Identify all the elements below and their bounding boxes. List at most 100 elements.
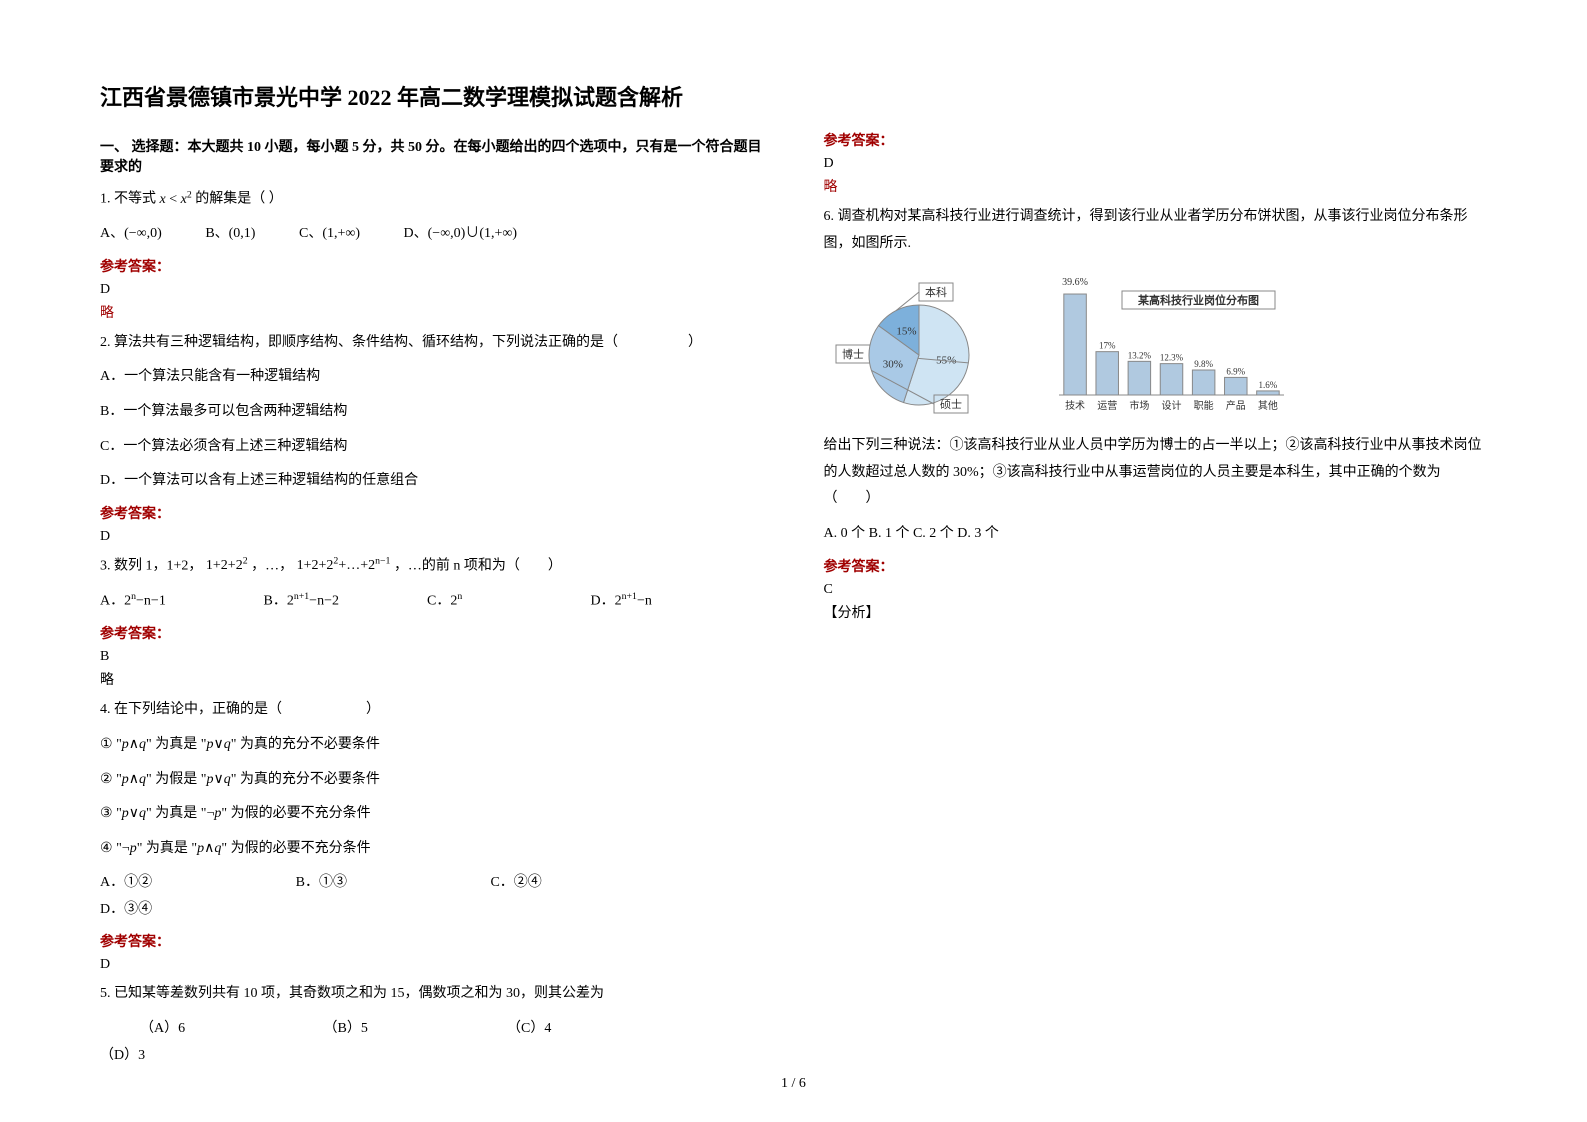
q4-ans-label: 参考答案： xyxy=(100,931,764,951)
q4-s3: ③ "p∨q" 为真是 "¬p" 为假的必要不充分条件 xyxy=(100,801,764,828)
q6-charts: 55%博士30%硕士15%本科 某高科技行业岗位分布图39.6%技术17%运营1… xyxy=(824,265,1488,425)
q4-opt-b: B．①③ xyxy=(296,870,347,897)
q6-ans-label: 参考答案： xyxy=(824,556,1488,576)
svg-text:12.3%: 12.3% xyxy=(1159,353,1183,363)
q3-mid2: ，…的前 n 项和为（ ） xyxy=(394,558,562,573)
question-1: 1. 不等式 x < x2 的解集是（ ） xyxy=(100,186,764,213)
q3-opt-a: A．2n−n−1 xyxy=(100,588,260,615)
q1-formula: x < x2 xyxy=(160,192,192,207)
page-title: 江西省景德镇市景光中学 2022 年高二数学理模拟试题含解析 xyxy=(100,80,1487,112)
q4-s1-f2: "p∨q" xyxy=(201,737,237,752)
question-5: 5. 已知某等差数列共有 10 项，其奇数项之和为 15，偶数项之和为 30，则… xyxy=(100,981,764,1008)
q3-mid1: ，…， xyxy=(251,558,293,573)
page: 江西省景德镇市景光中学 2022 年高二数学理模拟试题含解析 一、 选择题：本大… xyxy=(0,0,1587,1122)
q5-ans: D xyxy=(824,156,1488,172)
svg-text:产品: 产品 xyxy=(1225,399,1245,412)
q4-s1-tail: 为真的充分不必要条件 xyxy=(240,737,380,752)
q5-ans-label: 参考答案： xyxy=(824,130,1488,150)
q4-s2-tail: 为真的充分不必要条件 xyxy=(240,772,380,787)
q4-s2: ② "p∧q" 为假是 "p∨q" 为真的充分不必要条件 xyxy=(100,767,764,794)
q1-prefix: 1. 不等式 xyxy=(100,192,156,207)
q3-opt-c: C．2n xyxy=(427,588,587,615)
q4-s4-tail: 为假的必要不充分条件 xyxy=(231,841,371,856)
q1-opt-d: D、(−∞,0)∪(1,+∞) xyxy=(404,221,518,248)
q4-s2-num: ② xyxy=(100,772,113,787)
svg-text:13.2%: 13.2% xyxy=(1127,351,1151,361)
q4-s2-f2: "p∨q" xyxy=(201,772,237,787)
svg-text:1.6%: 1.6% xyxy=(1258,380,1277,390)
q4-ans: D xyxy=(100,957,764,973)
q6-options: A. 0 个 B. 1 个 C. 2 个 D. 3 个 xyxy=(824,521,1488,548)
q1-options: A、(−∞,0) B、(0,1) C、(1,+∞) D、(−∞,0)∪(1,+∞… xyxy=(100,221,764,248)
q4-opt-a: A．①② xyxy=(100,870,152,897)
q3-note: 略 xyxy=(100,669,764,689)
q4-opt-d: D．③④ xyxy=(100,897,152,924)
section-heading: 一、 选择题：本大题共 10 小题，每小题 5 分，共 50 分。在每小题给出的… xyxy=(100,136,764,176)
q5-options: （A）6 （B）5 （C）4 （D）3 xyxy=(100,1016,764,1069)
q3-ans-label: 参考答案： xyxy=(100,623,764,643)
q4-s4-f1: "¬p" xyxy=(116,841,142,856)
q4-opt-c: C．②④ xyxy=(490,870,541,897)
q5-opt-b: （B）5 xyxy=(324,1016,504,1043)
q4-s1-mid: 为真是 xyxy=(155,737,197,752)
q4-s3-mid: 为真是 xyxy=(155,806,197,821)
q4-s3-tail: 为假的必要不充分条件 xyxy=(231,806,371,821)
pie-chart: 55%博士30%硕士15%本科 xyxy=(824,265,1004,425)
q4-s2-f1: "p∧q" xyxy=(116,772,152,787)
q4-s4-f2: "p∧q" xyxy=(191,841,227,856)
q4-s1-f1: "p∧q" xyxy=(116,737,152,752)
q3-t1: 1+2+22 xyxy=(206,558,248,573)
q5-opt-d: （D）3 xyxy=(100,1043,220,1070)
q3-opt-b: B．2n+1−n−2 xyxy=(264,588,424,615)
q2-opt-a: A．一个算法只能含有一种逻辑结构 xyxy=(100,364,764,391)
q1-suffix: 的解集是（ ） xyxy=(195,192,283,207)
q6-note: 【分析】 xyxy=(824,602,1488,622)
q1-note: 略 xyxy=(100,302,764,322)
q1-opt-a: A、(−∞,0) xyxy=(100,221,162,248)
q4-s1-num: ① xyxy=(100,737,113,752)
page-footer: 1 / 6 xyxy=(0,1076,1587,1092)
svg-text:39.6%: 39.6% xyxy=(1062,277,1088,288)
svg-text:9.8%: 9.8% xyxy=(1194,359,1213,369)
svg-text:技术: 技术 xyxy=(1065,399,1085,412)
bar-chart: 某高科技行业岗位分布图39.6%技术17%运营13.2%市场12.3%设计9.8… xyxy=(1034,265,1294,425)
svg-text:其他: 其他 xyxy=(1257,399,1277,412)
q5-opt-a: （A）6 xyxy=(140,1016,320,1043)
svg-text:本科: 本科 xyxy=(925,285,947,299)
q3-prefix: 3. 数列 1，1+2， xyxy=(100,558,202,573)
q4-s3-f2: "¬p" xyxy=(201,806,227,821)
svg-text:博士: 博士 xyxy=(842,348,864,361)
q4-s4-mid: 为真是 xyxy=(146,841,188,856)
q3-opt-d: D．2n+1−n xyxy=(591,588,711,615)
question-2: 2. 算法共有三种逻辑结构，即顺序结构、条件结构、循环结构，下列说法正确的是（ … xyxy=(100,330,764,357)
question-6: 6. 调查机构对某高科技行业进行调查统计，得到该行业从业者学历分布饼状图，从事该… xyxy=(824,204,1488,257)
svg-text:职能: 职能 xyxy=(1193,399,1213,412)
svg-text:硕士: 硕士 xyxy=(940,398,962,411)
q1-opt-c: C、(1,+∞) xyxy=(299,221,360,248)
q4-s3-num: ③ xyxy=(100,806,113,821)
q4-s2-mid: 为假是 xyxy=(155,772,197,787)
svg-text:6.9%: 6.9% xyxy=(1226,367,1245,377)
svg-text:30%: 30% xyxy=(882,359,902,371)
svg-text:市场: 市场 xyxy=(1129,399,1149,412)
svg-text:设计: 设计 xyxy=(1161,399,1181,412)
question-3: 3. 数列 1，1+2， 1+2+22 ，…， 1+2+22+…+2n−1 ，…… xyxy=(100,553,764,580)
q1-opt-b: B、(0,1) xyxy=(205,221,255,248)
q3-options: A．2n−n−1 B．2n+1−n−2 C．2n D．2n+1−n xyxy=(100,588,764,615)
q4-s4: ④ "¬p" 为真是 "p∧q" 为假的必要不充分条件 xyxy=(100,836,764,863)
svg-text:某高科技行业岗位分布图: 某高科技行业岗位分布图 xyxy=(1137,293,1259,307)
q4-s3-f1: "p∨q" xyxy=(116,806,152,821)
q4-s1: ① "p∧q" 为真是 "p∨q" 为真的充分不必要条件 xyxy=(100,732,764,759)
svg-text:运营: 运营 xyxy=(1097,399,1117,412)
q3-t2: 1+2+22+…+2n−1 xyxy=(297,558,391,573)
q3-ans: B xyxy=(100,649,764,665)
q2-opt-b: B．一个算法最多可以包含两种逻辑结构 xyxy=(100,399,764,426)
q6-ans: C xyxy=(824,582,1488,598)
q2-opt-c: C．一个算法必须含有上述三种逻辑结构 xyxy=(100,434,764,461)
q2-ans-label: 参考答案： xyxy=(100,503,764,523)
q1-ans: D xyxy=(100,282,764,298)
q5-opt-c: （C）4 xyxy=(507,1016,647,1043)
q1-ans-label: 参考答案： xyxy=(100,256,764,276)
q6-desc: 给出下列三种说法：①该高科技行业从业人员中学历为博士的占一半以上；②该高科技行业… xyxy=(824,433,1488,513)
q2-opt-d: D．一个算法可以含有上述三种逻辑结构的任意组合 xyxy=(100,468,764,495)
